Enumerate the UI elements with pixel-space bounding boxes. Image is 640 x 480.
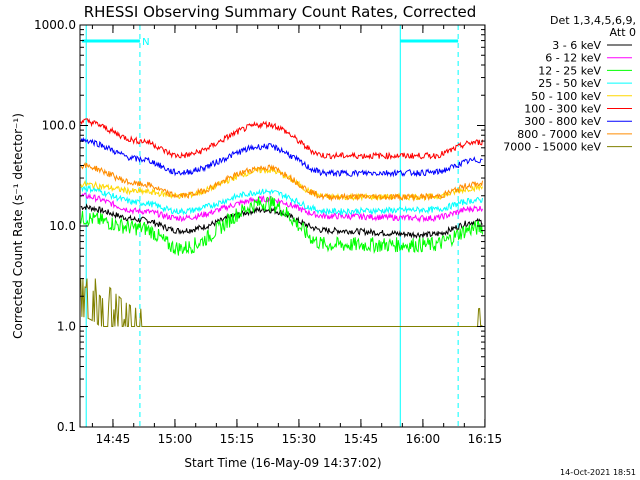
series-line — [80, 161, 483, 202]
legend-header: Att 0 — [610, 26, 636, 39]
legend-label: 800 - 7000 keV — [517, 128, 601, 141]
x-tick-label: 16:15 — [468, 432, 503, 446]
legend-label: 300 - 800 keV — [524, 115, 601, 128]
x-tick-label: 15:30 — [282, 432, 317, 446]
y-tick-label: 1000.0 — [34, 18, 76, 32]
legend-label: 6 - 12 keV — [545, 52, 601, 65]
series-line — [80, 196, 483, 256]
series-line — [80, 118, 483, 161]
series-line — [80, 184, 483, 216]
saa-label: N — [142, 37, 149, 48]
x-tick-label: 15:45 — [344, 432, 379, 446]
timestamp: 14-Oct-2021 18:51 — [560, 468, 636, 477]
series-layer — [80, 118, 484, 328]
y-tick-label: 100.0 — [42, 119, 76, 133]
y-axis: 0.1 1.0 10.0 100.0 1000.0 — [34, 18, 485, 434]
x-tick-label: 15:15 — [220, 432, 255, 446]
legend-label: 100 - 300 keV — [524, 103, 601, 116]
legend-header: Det 1,3,4,5,6,9, — [550, 14, 636, 27]
x-tick-label: 15:00 — [158, 432, 193, 446]
legend-label: 3 - 6 keV — [552, 39, 601, 52]
x-tick-label: 16:00 — [406, 432, 441, 446]
y-axis-label: Corrected Count Rate (s⁻¹ detector⁻¹) — [11, 113, 25, 339]
y-tick-label: 0.1 — [57, 420, 76, 434]
legend-label: 7000 - 15000 keV — [503, 141, 601, 154]
legend-label: 12 - 25 keV — [538, 64, 601, 77]
series-line — [80, 165, 483, 202]
series-line — [80, 192, 483, 223]
y-tick-label: 1.0 — [57, 320, 76, 334]
legend-label: 25 - 50 keV — [538, 77, 601, 90]
x-axis: 14:45 15:00 15:15 15:30 15:45 16:00 16:15 — [91, 25, 503, 446]
legend-label: 50 - 100 keV — [531, 90, 601, 103]
y-tick-label: 10.0 — [49, 219, 76, 233]
x-axis-label: Start Time (16-May-09 14:37:02) — [184, 456, 381, 470]
chart-title: RHESSI Observing Summary Count Rates, Co… — [84, 3, 477, 21]
series-line — [80, 278, 484, 328]
series-line — [80, 136, 483, 178]
x-tick-label: 14:45 — [96, 432, 131, 446]
